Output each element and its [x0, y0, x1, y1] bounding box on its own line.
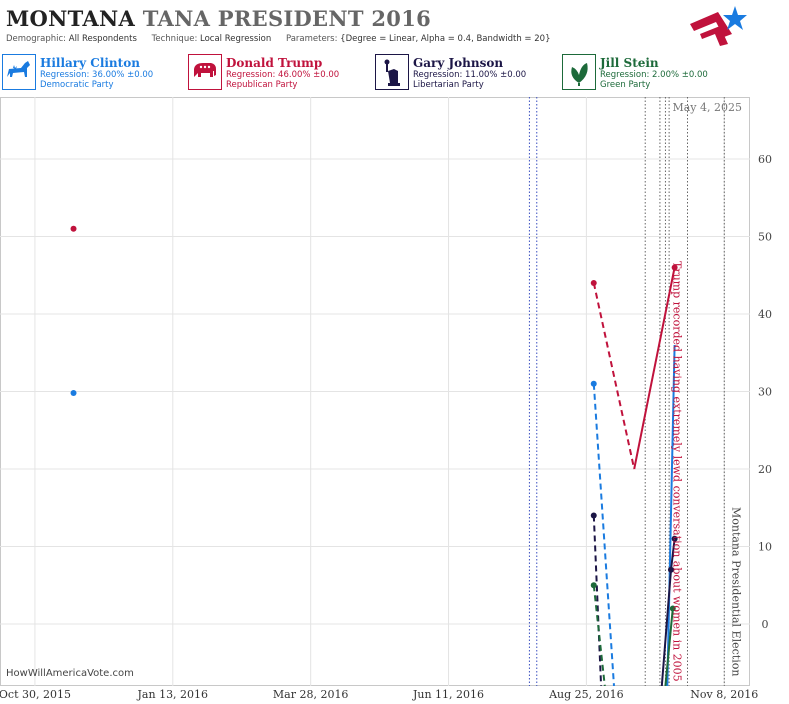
- data-point: [667, 566, 674, 573]
- demographic-value: All Respondents: [68, 34, 137, 44]
- candidate-name: Gary Johnson: [413, 56, 504, 70]
- data-point: [671, 535, 678, 542]
- parameters-label: Parameters:: [285, 34, 338, 44]
- x-tick-label: Jun 11, 2016: [412, 688, 484, 701]
- y-tick-label: 10: [758, 541, 772, 554]
- candidate-name: Jill Stein: [600, 56, 659, 70]
- candidate-party: Green Party: [600, 80, 651, 90]
- title-race: TANA PRESIDENT 2016: [142, 6, 432, 31]
- event-annotation: Montana Presidential Election: [729, 507, 742, 676]
- data-point: [669, 605, 676, 612]
- x-tick-label: Nov 8, 2016: [690, 688, 758, 701]
- series-layer: [70, 225, 678, 686]
- y-tick-label: 20: [758, 463, 772, 476]
- event-annotation: Trump recorded having extremely lewd con…: [670, 261, 683, 682]
- data-point: [590, 512, 597, 519]
- candidate-regression: Regression: 46.00% ±0.00: [226, 70, 340, 80]
- candidate-card-clinton[interactable]: Hillary Clinton Regression: 36.00% ±0.00…: [2, 54, 186, 92]
- series-dashed-line: [592, 585, 606, 686]
- data-point: [590, 380, 597, 387]
- data-point: [590, 280, 597, 286]
- y-tick-label: 60: [758, 153, 772, 166]
- data-point: [70, 390, 77, 397]
- demographic-label: Demographic:: [6, 34, 67, 44]
- candidate-card-johnson[interactable]: Gary Johnson Regression: 11.00% ±0.00 Li…: [375, 54, 559, 92]
- date-label: May 4, 2025: [672, 101, 742, 114]
- y-tick-label: 40: [758, 308, 772, 321]
- series-dashed-line: [592, 282, 636, 470]
- page-title: MONTANA TANA PRESIDENT 2016: [6, 6, 431, 31]
- candidate-name: Hillary Clinton: [40, 56, 140, 70]
- technique-label: Technique:: [151, 34, 198, 44]
- x-axis: Oct 30, 2015 Jan 13, 2016 Mar 28, 2016 Jun …: [0, 688, 758, 701]
- title-state: MONTANA: [6, 6, 136, 31]
- parameters-line: Demographic: All Respondents Technique: …: [6, 34, 562, 44]
- poll-chart: Trump recorded having extremely lewd con…: [0, 97, 772, 701]
- series-solid-line: [666, 344, 676, 686]
- x-tick-label: Aug 25, 2016: [548, 688, 624, 701]
- grid: [0, 97, 750, 686]
- x-tick-label: Mar 28, 2016: [273, 688, 349, 701]
- parameters-value: {Degree = Linear, Alpha = 0.4, Bandwidth…: [340, 34, 551, 44]
- candidate-regression: Regression: 2.00% ±0.00: [600, 70, 708, 80]
- series-dashed-line: [592, 515, 603, 686]
- star-logo-icon: [690, 6, 747, 46]
- elephant-icon: [188, 54, 222, 90]
- candidate-party: Libertarian Party: [413, 80, 484, 90]
- y-tick-label: 0: [762, 618, 769, 631]
- annotations: Trump recorded having extremely lewd con…: [670, 261, 742, 682]
- candidate-name: Donald Trump: [226, 56, 323, 70]
- site-credit: HowWillAmericaVote.com: [6, 668, 134, 679]
- x-tick-label: Jan 13, 2016: [137, 688, 209, 701]
- candidate-card-stein[interactable]: Jill Stein Regression: 2.00% ±0.00 Green…: [562, 54, 746, 92]
- candidate-party: Republican Party: [226, 80, 298, 90]
- data-point: [590, 582, 597, 589]
- liberty-torch-icon: [375, 54, 409, 90]
- candidate-regression: Regression: 36.00% ±0.00: [40, 70, 154, 80]
- series-solid-line: [664, 608, 674, 686]
- candidate-card-trump[interactable]: Donald Trump Regression: 46.00% ±0.00 Re…: [188, 54, 372, 92]
- donkey-icon: [2, 54, 36, 90]
- data-point: [70, 225, 77, 232]
- leaf-icon: [562, 54, 596, 90]
- candidate-regression: Regression: 11.00% ±0.00: [413, 70, 527, 80]
- candidate-party: Democratic Party: [40, 80, 114, 90]
- x-tick-label: Oct 30, 2015: [0, 688, 71, 701]
- event-lines: [528, 97, 725, 686]
- series-dashed-line: [592, 383, 615, 686]
- y-tick-label: 50: [758, 231, 772, 244]
- data-point: [671, 264, 678, 271]
- series-solid-line: [633, 267, 676, 470]
- technique-value: Local Regression: [200, 34, 272, 44]
- y-axis: 0 10 20 30 40 50 60: [758, 153, 772, 631]
- y-tick-label: 30: [758, 386, 772, 399]
